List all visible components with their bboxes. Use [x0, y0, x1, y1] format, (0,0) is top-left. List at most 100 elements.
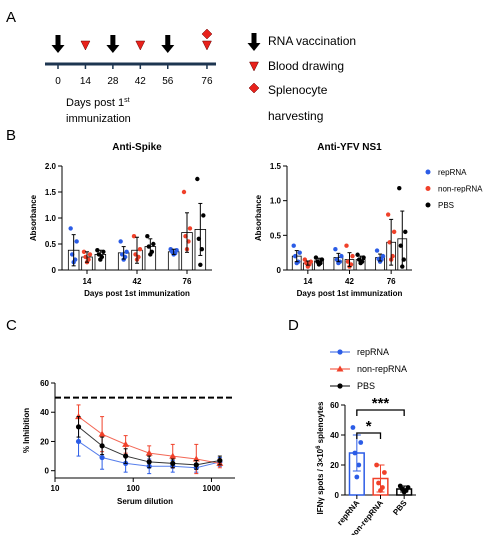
data-point	[74, 239, 79, 244]
blood-draw-marker	[135, 40, 146, 51]
significance-label: ***	[372, 395, 390, 412]
panel-letter: B	[6, 127, 16, 144]
data-point	[337, 349, 343, 355]
data-point	[350, 253, 355, 259]
x-tick-label: 1000	[203, 484, 221, 493]
x-tick-label: 42	[345, 277, 354, 286]
ylabel-sup: 6	[316, 445, 322, 449]
data-point	[339, 253, 344, 259]
ylabel-text: IFNγ spots / 3×10	[316, 448, 325, 514]
legend-arrow	[247, 33, 261, 51]
data-point	[337, 383, 343, 389]
blood-draw-marker	[80, 40, 91, 51]
data-point	[187, 226, 193, 231]
data-point	[122, 440, 130, 447]
y-tick-label: 40	[330, 431, 339, 440]
timeline-label: 42	[135, 76, 147, 87]
data-point	[385, 212, 391, 217]
x-tick-label: 100	[127, 484, 141, 493]
y-axis-label: Absorbance	[254, 194, 263, 241]
y-tick-label: 0	[52, 266, 57, 275]
data-point	[145, 234, 150, 239]
data-point	[121, 257, 126, 262]
y-tick-label: 2.0	[45, 162, 57, 171]
data-point	[201, 213, 206, 218]
xlabel-sup: st	[124, 97, 130, 104]
panel-letter: A	[6, 9, 16, 26]
data-point	[145, 449, 153, 456]
y-tick-label: 0	[277, 266, 282, 275]
y-tick-label: 1.0	[270, 197, 282, 206]
x-tick-label: PBS	[391, 498, 409, 517]
y-axis-label: % Inhibition	[22, 408, 31, 453]
y-tick-label: 0	[45, 467, 50, 476]
data-point	[374, 248, 380, 253]
timeline-label: 28	[107, 76, 119, 87]
data-point	[380, 253, 386, 259]
legend-label: non-repRNA	[357, 364, 407, 374]
y-axis-label: IFNγ spots / 3×106 splenoytes	[316, 401, 325, 515]
data-point	[181, 189, 187, 195]
significance-bracket	[356, 409, 405, 416]
ylabel-rest: splenoytes	[316, 401, 325, 446]
legend-marker	[425, 169, 431, 175]
y-axis-label: Absorbance	[29, 194, 38, 241]
data-point	[344, 243, 349, 248]
legend-label: RNA vaccination	[268, 34, 356, 48]
data-point	[313, 255, 319, 260]
significance-bracket	[356, 432, 382, 439]
x-tick-label: 14	[303, 277, 312, 286]
timeline-label: 76	[201, 76, 213, 87]
harvest-marker	[201, 28, 213, 40]
data-point	[382, 470, 387, 475]
data-point	[358, 440, 364, 445]
y-tick-label: 60	[330, 401, 339, 410]
x-tick-label: 10	[51, 484, 60, 493]
data-point	[95, 248, 100, 253]
panel-letter: C	[6, 317, 17, 334]
data-point	[146, 459, 152, 465]
timeline-xlabel: immunization	[66, 113, 131, 125]
y-tick-label: 0	[335, 491, 340, 500]
y-tick-label: 40	[40, 408, 49, 417]
vaccination-arrow	[161, 35, 175, 53]
legend-label: PBS	[438, 201, 454, 210]
data-point	[336, 365, 344, 372]
legend-label: non-repRNA	[438, 185, 483, 194]
data-point	[137, 247, 143, 252]
panel-letter: D	[288, 317, 299, 334]
x-tick-label: 76	[183, 277, 192, 286]
y-tick-label: 1.5	[45, 188, 57, 197]
y-tick-label: 20	[330, 461, 339, 470]
timeline-label: 56	[162, 76, 174, 87]
legend-label: harvesting	[268, 109, 323, 123]
y-tick-label: 60	[40, 379, 49, 388]
data-point	[376, 480, 381, 486]
data-point	[81, 249, 87, 254]
legend-label: repRNA	[438, 168, 467, 177]
x-tick-label: 76	[387, 277, 396, 286]
data-point	[354, 474, 360, 480]
y-tick-label: 1.0	[45, 214, 57, 223]
data-point	[99, 454, 105, 461]
data-point	[198, 262, 203, 267]
chart-title: Anti-Spike	[112, 142, 162, 153]
data-point	[124, 249, 129, 254]
data-point	[87, 252, 93, 257]
timeline-label: 14	[80, 76, 92, 87]
data-point	[98, 430, 106, 437]
data-point	[195, 176, 200, 182]
data-point	[75, 438, 82, 445]
legend-label: Blood drawing	[268, 59, 344, 73]
data-point	[297, 250, 302, 255]
legend-label: repRNA	[357, 347, 389, 357]
data-point	[170, 460, 176, 466]
data-point	[217, 457, 223, 464]
data-point	[193, 462, 199, 468]
data-point	[350, 425, 356, 430]
vaccination-arrow	[51, 35, 65, 53]
x-axis-label: Days post 1st immunization	[84, 289, 190, 298]
legend-marker	[425, 202, 431, 208]
chart-title: Anti-YFV NS1	[317, 142, 382, 153]
